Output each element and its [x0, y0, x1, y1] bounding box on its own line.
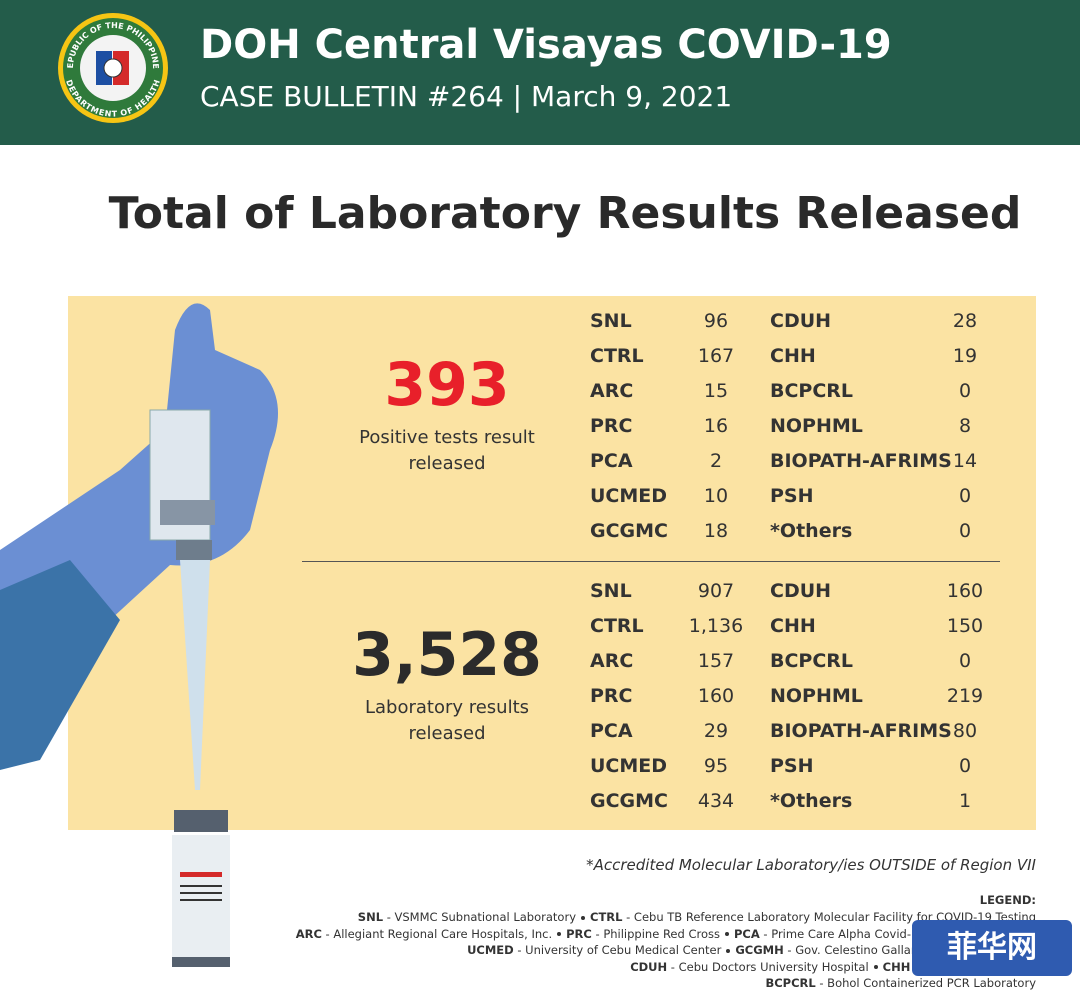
lab-count: 160 [697, 685, 735, 707]
pipette-illustration [0, 303, 278, 967]
section-divider [302, 561, 1000, 562]
lab-count: 19 [952, 345, 978, 367]
lab-name: PRC [590, 685, 633, 707]
lab-name: BCPCRL [770, 650, 854, 672]
bullet [557, 932, 562, 936]
lab-name: *Others [770, 520, 853, 542]
bullet [873, 965, 878, 969]
lab-name: CTRL [590, 345, 644, 367]
lab-count: 0 [958, 380, 972, 402]
legend-desc: - University of Cebu Medical Center [513, 943, 722, 957]
header-bar [0, 0, 1080, 145]
lab-count: 2 [709, 450, 723, 472]
legend-desc: - Cebu Doctors University Hospital [667, 959, 869, 974]
bullet [724, 932, 729, 936]
lab-name: PRC [590, 415, 633, 437]
legend-desc: - Allegiant Regional Care Hospitals, Inc… [321, 926, 553, 941]
lab-name: CTRL [590, 615, 644, 637]
legend-abbr: SNL [357, 910, 384, 924]
lab-count: 160 [946, 580, 984, 602]
lab-name: NOPHML [770, 685, 863, 707]
lab-count: 0 [958, 755, 972, 777]
lab-name: ARC [590, 650, 634, 672]
lab-count: 8 [958, 415, 972, 437]
legend-abbr: UCMED [467, 943, 514, 957]
lab-count: 1 [958, 790, 972, 812]
legend-title: LEGEND: [979, 893, 1036, 907]
section-total: 3,528 [352, 620, 542, 690]
legend-abbr: PCA [733, 926, 760, 941]
section-total: 393 [384, 350, 510, 420]
lab-count: 0 [958, 520, 972, 542]
legend-abbr: GCGMH [735, 943, 784, 957]
lab-count: 10 [703, 485, 729, 507]
legend-desc: - VSMMC Subnational Laboratory [383, 910, 576, 924]
lab-count: 96 [703, 310, 729, 332]
legend-abbr: ARC [295, 926, 322, 941]
lab-name: BIOPATH-AFRIMS [770, 450, 952, 472]
lab-name: *Others [770, 790, 853, 812]
lab-name: SNL [590, 580, 632, 602]
lab-count: 157 [697, 650, 735, 672]
legend-line: BCPCRL - Bohol Containerized PCR Laborat… [765, 976, 1036, 990]
bullet [581, 915, 585, 920]
lab-count: 18 [703, 520, 729, 542]
lab-count: 219 [946, 685, 984, 707]
legend-abbr: CDUH [630, 959, 668, 974]
header-title: DOH Central Visayas COVID-19 [200, 22, 892, 68]
lab-name: CHH [770, 615, 816, 637]
legend-abbr: CHH [882, 959, 911, 974]
lab-count: 150 [946, 615, 984, 637]
lab-name: CDUH [770, 580, 832, 602]
lab-count: 29 [703, 720, 729, 742]
lab-count: 907 [697, 580, 735, 602]
legend-desc: - Philippine Red Cross [591, 926, 720, 941]
lab-count: 80 [952, 720, 978, 742]
legend-abbr: PRC [566, 926, 592, 941]
lab-name: BIOPATH-AFRIMS [770, 720, 952, 742]
lab-name: PSH [770, 755, 814, 777]
lab-name: SNL [590, 310, 632, 332]
lab-name: NOPHML [770, 415, 863, 437]
bullet [726, 948, 731, 953]
legend-abbr: BCPCRL [765, 976, 816, 990]
lab-count: 95 [703, 755, 729, 777]
lab-count: 16 [703, 415, 729, 437]
legend-abbr: CTRL [590, 910, 623, 924]
lab-count: 15 [703, 380, 729, 402]
lab-name: UCMED [590, 485, 668, 507]
lab-count: 0 [958, 485, 972, 507]
section-caption: Positive tests result released [359, 427, 535, 474]
lab-name: GCGMC [590, 790, 668, 812]
section-caption: Laboratory results released [364, 697, 530, 744]
main-title: Total of Laboratory Results Released [108, 188, 1022, 239]
lab-name: GCGMC [590, 520, 668, 542]
lab-count: 434 [697, 790, 735, 812]
footnote: *Accredited Molecular Laboratory/ies OUT… [586, 856, 1036, 874]
lab-name: BCPCRL [770, 380, 854, 402]
lab-count: 167 [697, 345, 735, 367]
legend-desc: - Bohol Containerized PCR Laboratory [815, 976, 1036, 990]
header-subtitle: CASE BULLETIN #264 | March 9, 2021 [200, 80, 733, 113]
lab-name: UCMED [590, 755, 668, 777]
lab-name: PCA [590, 450, 633, 472]
lab-count: 0 [958, 650, 972, 672]
doh-logo: REPUBLIC OF THE PHILIPPINES DEPARTMENT O… [56, 11, 168, 123]
lab-name: CHH [770, 345, 816, 367]
lab-name: PCA [590, 720, 633, 742]
watermark: 菲华网 [912, 920, 1072, 976]
lab-name: ARC [590, 380, 634, 402]
lab-count: 28 [952, 310, 978, 332]
lab-name: CDUH [770, 310, 832, 332]
lab-count: 1,136 [688, 615, 744, 637]
lab-count: 14 [952, 450, 978, 472]
lab-name: PSH [770, 485, 814, 507]
